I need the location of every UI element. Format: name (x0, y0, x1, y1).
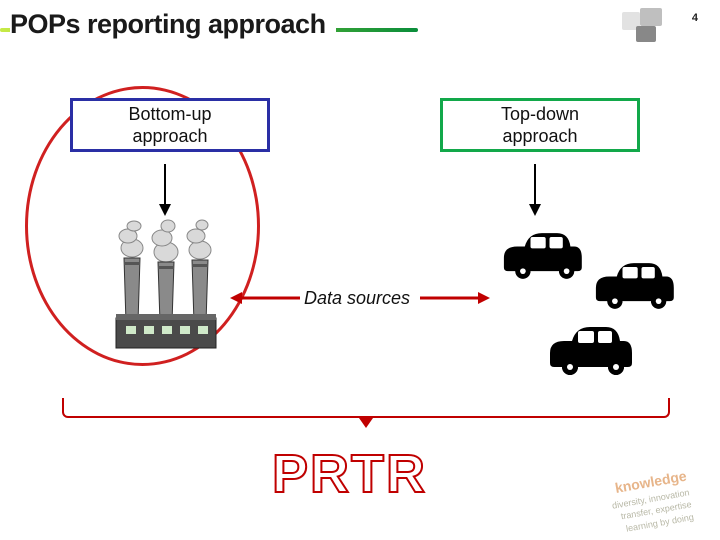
watermark-text: knowledge diversity, innovation transfer… (607, 466, 694, 536)
arrow-left-icon (230, 291, 300, 305)
diagram-stage: Bottom-up approach Top-down approach (0, 48, 720, 540)
prtr-label: PRTR (272, 443, 427, 505)
car-icon (493, 220, 588, 291)
arrow-down-right-icon (525, 162, 545, 222)
slide-header: POPs reporting approach 4 (0, 0, 720, 48)
top-down-box: Top-down approach (440, 98, 640, 152)
data-sources-label: Data sources (304, 288, 410, 309)
car-icon (538, 313, 638, 388)
car-icon (585, 250, 680, 321)
wm-l1: knowledge (607, 466, 688, 499)
wm-l4: learning by doing (615, 510, 694, 536)
page-number: 4 (692, 12, 698, 24)
factory-icon (108, 218, 228, 363)
slide-title: POPs reporting approach (10, 9, 336, 40)
wm-l2: diversity, innovation (611, 486, 690, 512)
curly-bracket-icon (62, 398, 670, 418)
bottom-up-label: Bottom-up approach (128, 103, 211, 147)
top-down-label: Top-down approach (501, 103, 579, 147)
arrow-down-left-icon (155, 162, 175, 222)
wm-l3: transfer, expertise (613, 498, 692, 524)
bottom-up-box: Bottom-up approach (70, 98, 270, 152)
arrow-right-icon (420, 291, 490, 305)
decorative-squares-icon (612, 8, 672, 48)
